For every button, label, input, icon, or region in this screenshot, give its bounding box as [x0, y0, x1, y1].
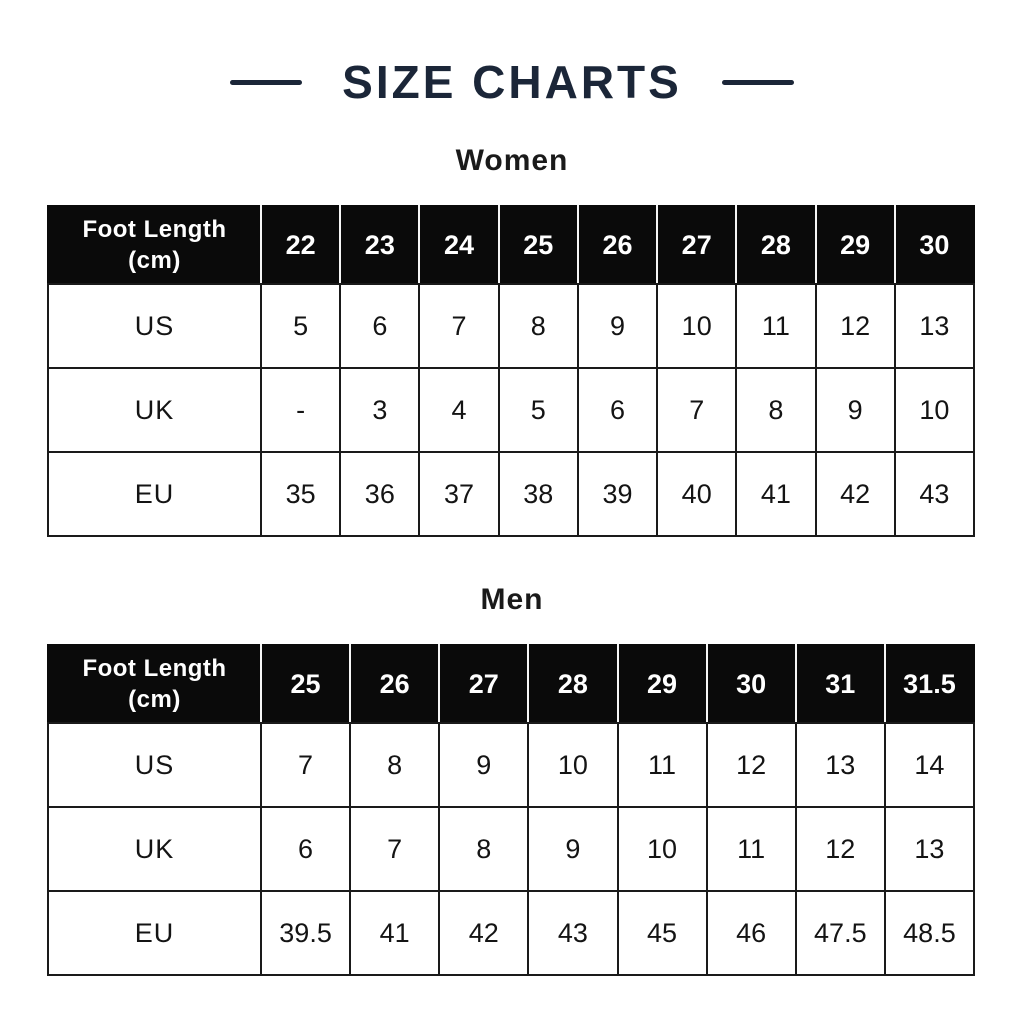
size-value-cell: 38: [497, 451, 579, 537]
size-value-cell: 6: [339, 283, 421, 369]
table-row: US 7 8 9 10 11 12 13 14: [47, 722, 976, 808]
size-value-cell: 9: [527, 806, 619, 892]
size-value-cell: 9: [438, 722, 530, 808]
size-value-cell: 45: [616, 890, 708, 976]
size-col-header: 28: [735, 205, 817, 285]
header-row: Foot Length (cm) 25 26 27 28 29 30 31 31.5: [47, 644, 976, 724]
size-col-header: 29: [814, 205, 896, 285]
foot-length-header: Foot Length (cm): [47, 644, 262, 724]
row-label-cell: UK: [47, 806, 262, 892]
table-row: US 5 6 7 8 9 10 11 12 13: [47, 283, 976, 369]
women-subtitle: Women: [455, 144, 569, 177]
men-subtitle: Men: [480, 583, 544, 616]
size-value-cell: 4: [418, 367, 500, 453]
table-row: UK 6 7 8 9 10 11 12 13: [47, 806, 976, 892]
size-value-cell: 43: [527, 890, 619, 976]
size-value-cell: 35: [259, 451, 342, 537]
size-value-cell: 7: [656, 367, 738, 453]
row-label-cell: UK: [47, 367, 262, 453]
men-section: Men Foot Length (cm) 25 26 27 28 29 30 31 31.5 US…: [0, 583, 1024, 976]
size-value-cell: 10: [893, 367, 976, 453]
size-value-cell: 11: [616, 722, 708, 808]
table-row: EU 35 36 37 38 39 40 41 42 43: [47, 451, 976, 537]
size-value-cell: 8: [497, 283, 579, 369]
size-col-header: 23: [339, 205, 421, 285]
foot-length-header: Foot Length (cm): [47, 205, 262, 285]
size-value-cell: 36: [339, 451, 421, 537]
size-value-cell: 14: [883, 722, 976, 808]
size-value-cell: 13: [893, 283, 976, 369]
table-row: EU 39.5 41 42 43 45 46 47.5 48.5: [47, 890, 976, 976]
size-value-cell: 12: [814, 283, 896, 369]
size-value-cell: 43: [893, 451, 976, 537]
size-col-header: 26: [349, 644, 441, 724]
size-col-header: 27: [438, 644, 530, 724]
size-col-header: 24: [418, 205, 500, 285]
header-row: Foot Length (cm) 22 23 24 25 26 27 28 29 30: [47, 205, 976, 285]
size-value-cell: 11: [705, 806, 797, 892]
size-value-cell: 10: [527, 722, 619, 808]
size-col-header: 31: [794, 644, 886, 724]
size-col-header: 22: [259, 205, 342, 285]
size-value-cell: 6: [259, 806, 352, 892]
size-col-header: 27: [656, 205, 738, 285]
size-value-cell: 10: [656, 283, 738, 369]
page-title: SIZE CHARTS: [342, 56, 682, 108]
size-value-cell: 40: [656, 451, 738, 537]
row-label-cell: EU: [47, 890, 262, 976]
size-value-cell: -: [259, 367, 342, 453]
size-col-header: 25: [259, 644, 352, 724]
size-value-cell: 9: [814, 367, 896, 453]
size-col-header: 31.5: [883, 644, 976, 724]
size-value-cell: 5: [259, 283, 342, 369]
size-value-cell: 8: [735, 367, 817, 453]
size-value-cell: 42: [814, 451, 896, 537]
row-label-cell: EU: [47, 451, 262, 537]
size-value-cell: 47.5: [794, 890, 886, 976]
women-section: Women Foot Length (cm) 22 23 24 25 26 27 28 29 30…: [0, 144, 1024, 537]
title-row: SIZE CHARTS: [0, 56, 1024, 108]
size-value-cell: 7: [259, 722, 352, 808]
size-value-cell: 46: [705, 890, 797, 976]
size-value-cell: 11: [735, 283, 817, 369]
size-value-cell: 7: [349, 806, 441, 892]
size-col-header: 28: [527, 644, 619, 724]
size-col-header: 30: [705, 644, 797, 724]
size-col-header: 30: [893, 205, 976, 285]
women-size-table: Foot Length (cm) 22 23 24 25 26 27 28 29 30 US 5 6 7 8…: [47, 205, 976, 537]
size-value-cell: 5: [497, 367, 579, 453]
size-value-cell: 37: [418, 451, 500, 537]
size-value-cell: 6: [576, 367, 659, 453]
size-value-cell: 48.5: [883, 890, 976, 976]
title-left-dash: [230, 79, 303, 85]
size-value-cell: 41: [735, 451, 817, 537]
size-col-header: 25: [497, 205, 579, 285]
size-value-cell: 39: [576, 451, 659, 537]
size-value-cell: 41: [349, 890, 441, 976]
size-value-cell: 13: [794, 722, 886, 808]
size-value-cell: 12: [705, 722, 797, 808]
size-value-cell: 8: [438, 806, 530, 892]
title-right-dash: [721, 79, 794, 85]
size-value-cell: 42: [438, 890, 530, 976]
size-value-cell: 12: [794, 806, 886, 892]
size-value-cell: 13: [883, 806, 976, 892]
row-label-cell: US: [47, 283, 262, 369]
size-value-cell: 9: [576, 283, 659, 369]
size-value-cell: 7: [418, 283, 500, 369]
table-row: UK -3 4 5 6 7 8 9 10: [47, 367, 976, 453]
row-label-cell: US: [47, 722, 262, 808]
men-size-table: Foot Length (cm) 25 26 27 28 29 30 31 31.5 US 7 8 9 1…: [47, 644, 976, 976]
size-value-cell: 8: [349, 722, 441, 808]
size-col-header: 29: [616, 644, 708, 724]
size-col-header: 26: [576, 205, 659, 285]
size-value-cell: 39.5: [259, 890, 352, 976]
size-value-cell: 10: [616, 806, 708, 892]
size-value-cell: 3: [339, 367, 421, 453]
